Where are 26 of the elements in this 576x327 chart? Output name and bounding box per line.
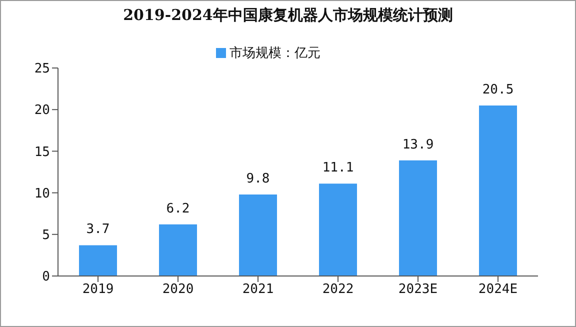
data-label: 20.5 — [482, 82, 514, 98]
bar — [319, 184, 357, 276]
data-label: 9.8 — [246, 171, 270, 186]
x-tick-label: 2020 — [162, 282, 194, 298]
legend-label: 市场规模：亿元 — [230, 46, 320, 61]
y-tick-label: 0 — [42, 270, 50, 285]
x-tick-label: 2019 — [82, 282, 114, 298]
bar — [399, 160, 437, 276]
x-tick-label: 2021 — [242, 282, 274, 298]
bar — [159, 224, 197, 276]
x-tick-label: 2022 — [322, 282, 354, 298]
x-tick-label: 2023E — [398, 282, 438, 298]
bar — [79, 245, 117, 276]
bar — [479, 105, 517, 276]
y-tick-label: 10 — [34, 186, 50, 202]
data-label: 13.9 — [402, 137, 434, 152]
y-tick-label: 5 — [42, 228, 50, 244]
chart-title: 2019-2024年中国康复机器人市场规模统计预测 — [122, 6, 454, 25]
y-tick-label: 25 — [34, 62, 50, 77]
y-tick-label: 15 — [34, 144, 50, 160]
bar — [239, 194, 277, 276]
y-tick-label: 20 — [34, 103, 50, 118]
data-label: 3.7 — [86, 222, 110, 238]
data-label: 6.2 — [166, 201, 190, 216]
data-label: 11.1 — [322, 160, 354, 176]
x-tick-label: 2024E — [478, 282, 518, 298]
